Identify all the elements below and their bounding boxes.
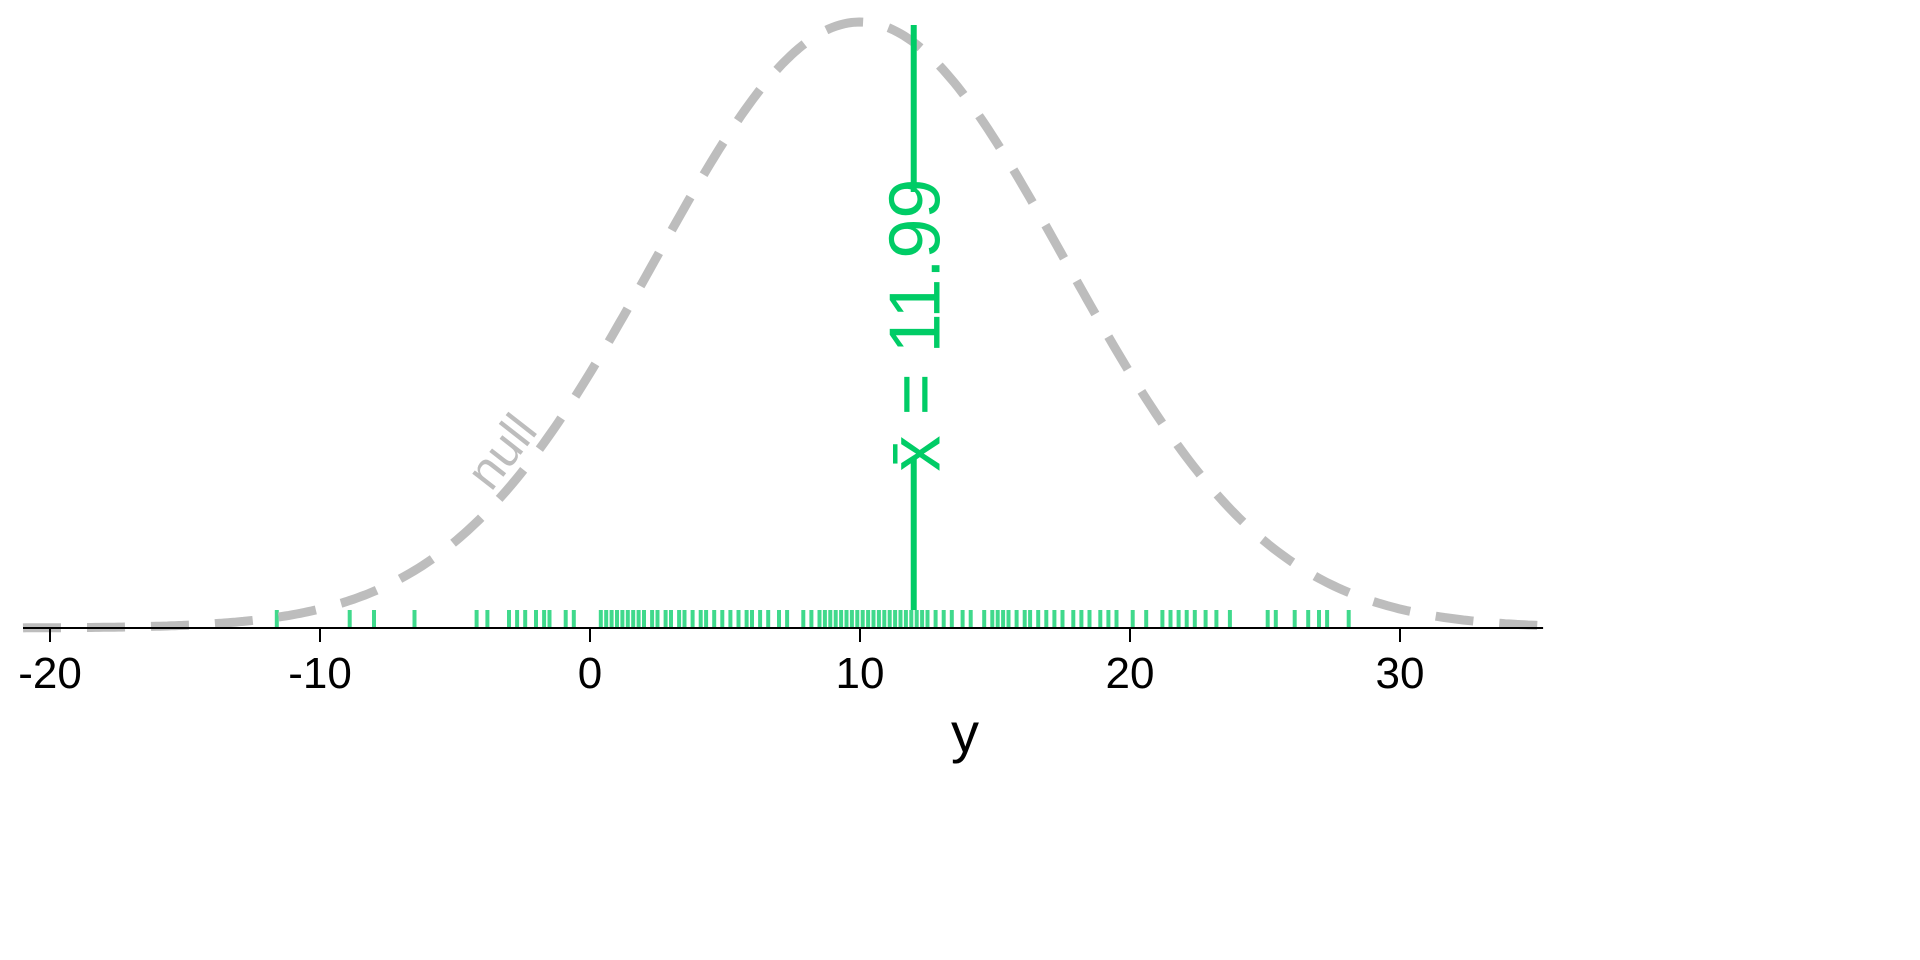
x-tick-label: -10 xyxy=(288,649,352,698)
null-density-curve xyxy=(22,17,1544,633)
x-tick-label: 20 xyxy=(1106,649,1155,698)
null-curve-label: null xyxy=(456,404,548,500)
x-tick-label: 0 xyxy=(578,649,602,698)
rug-group xyxy=(274,610,1351,628)
x-tick-label: -20 xyxy=(18,649,82,698)
x-tick-label: 30 xyxy=(1376,649,1425,698)
mean-value-label: x̄ = 11.99 xyxy=(876,179,956,472)
x-axis-title: y xyxy=(951,701,979,764)
x-axis-ticks: -20 -10 0 10 20 30 xyxy=(18,628,1424,698)
x-tick-label: 10 xyxy=(836,649,885,698)
